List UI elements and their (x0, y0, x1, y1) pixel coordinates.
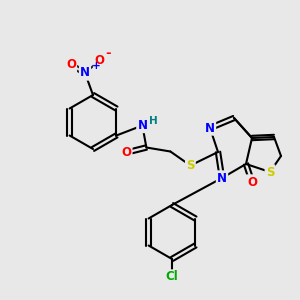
Text: N: N (217, 172, 227, 184)
Text: H: H (149, 116, 158, 125)
Text: S: S (186, 159, 195, 172)
Text: Cl: Cl (166, 271, 178, 284)
Text: +: + (92, 61, 101, 71)
Text: O: O (122, 146, 131, 159)
Text: O: O (247, 176, 257, 188)
Text: O: O (66, 58, 76, 71)
Text: O: O (94, 55, 104, 68)
Text: -: - (105, 47, 111, 60)
Text: N: N (205, 122, 215, 134)
Text: S: S (266, 166, 274, 178)
Text: N: N (80, 67, 90, 80)
Text: N: N (137, 119, 147, 132)
